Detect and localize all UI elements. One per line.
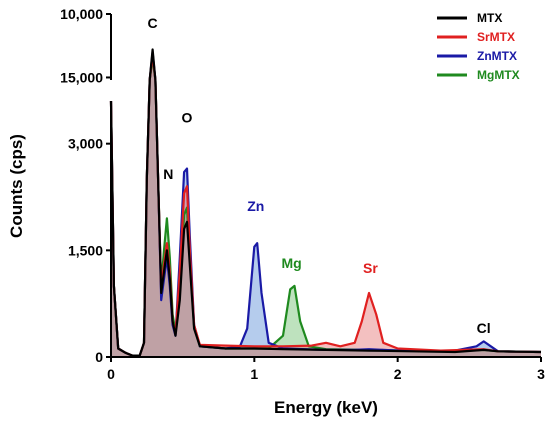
legend-label-mgmtx: MgMTX — [477, 68, 520, 82]
legend-label-znmtx: ZnMTX — [477, 49, 517, 63]
chart-legend: MTX SrMTX ZnMTX MgMTX — [437, 11, 520, 82]
y-tick-labels-upper: 10,000 15,000 — [60, 6, 111, 85]
series-fills — [111, 49, 541, 358]
series-line-mtx — [109, 48, 542, 357]
series-lines — [109, 48, 542, 357]
peak-label-mg: Mg — [281, 255, 301, 271]
x-tick-labels: 0 1 2 3 — [107, 357, 545, 382]
series-line-znmtx — [109, 50, 542, 357]
peak-label-zn: Zn — [247, 198, 264, 214]
y-axis-title: Counts (cps) — [7, 134, 26, 238]
series-fill-mgmtx — [111, 58, 541, 358]
y-tick-label: 0 — [95, 349, 103, 365]
y-tick-label: 10,000 — [60, 6, 103, 22]
x-tick-label: 2 — [394, 366, 402, 382]
x-axis-title: Energy (keV) — [274, 398, 378, 417]
y-tick-label: 3,000 — [68, 136, 103, 152]
series-fill-mtx — [111, 49, 541, 357]
peak-label-o: O — [182, 109, 193, 125]
legend-label-mtx: MTX — [477, 11, 502, 25]
series-line-srmtx — [109, 53, 542, 357]
y-tick-labels-lower: 0 1,500 3,000 — [68, 136, 111, 365]
legend-label-srmtx: SrMTX — [477, 30, 515, 44]
x-tick-label: 1 — [250, 366, 258, 382]
peak-label-cl: Cl — [477, 320, 491, 336]
series-line-mgmtx — [109, 57, 542, 357]
peak-label-n: N — [163, 166, 173, 182]
peak-annotations: C N O Zn Mg Sr Cl — [148, 15, 491, 336]
x-tick-label: 3 — [537, 366, 545, 382]
y-tick-label: 1,500 — [68, 242, 103, 258]
series-fill-znmtx — [111, 52, 541, 357]
peak-label-c: C — [148, 15, 158, 31]
peak-label-sr: Sr — [363, 260, 378, 276]
x-tick-label: 0 — [107, 366, 115, 382]
chart-axes — [110, 14, 541, 358]
y-tick-label: 15,000 — [60, 69, 103, 85]
series-fill-srmtx — [111, 54, 541, 357]
